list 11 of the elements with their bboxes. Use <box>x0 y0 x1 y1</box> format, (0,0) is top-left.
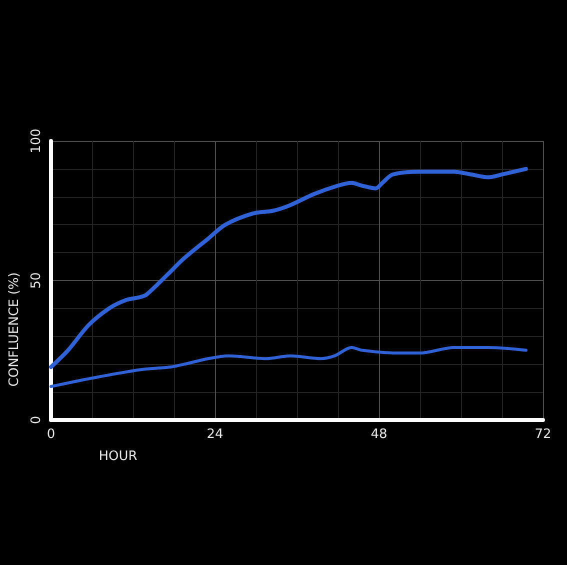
y-axis-title: CONFLUENCE (%) <box>7 272 22 387</box>
x-tick-label: 48 <box>370 427 388 442</box>
line-series <box>49 166 528 369</box>
y-tick-label: 100 <box>29 128 44 154</box>
x-tick-label: 24 <box>206 427 224 442</box>
x-axis-title: HOUR <box>98 449 138 464</box>
line-series <box>50 346 528 388</box>
y-tick-label: 50 <box>29 272 44 289</box>
y-tick-label: 0 <box>29 416 44 424</box>
x-tick-label: 72 <box>534 427 552 442</box>
x-tick-label: 0 <box>46 427 56 442</box>
